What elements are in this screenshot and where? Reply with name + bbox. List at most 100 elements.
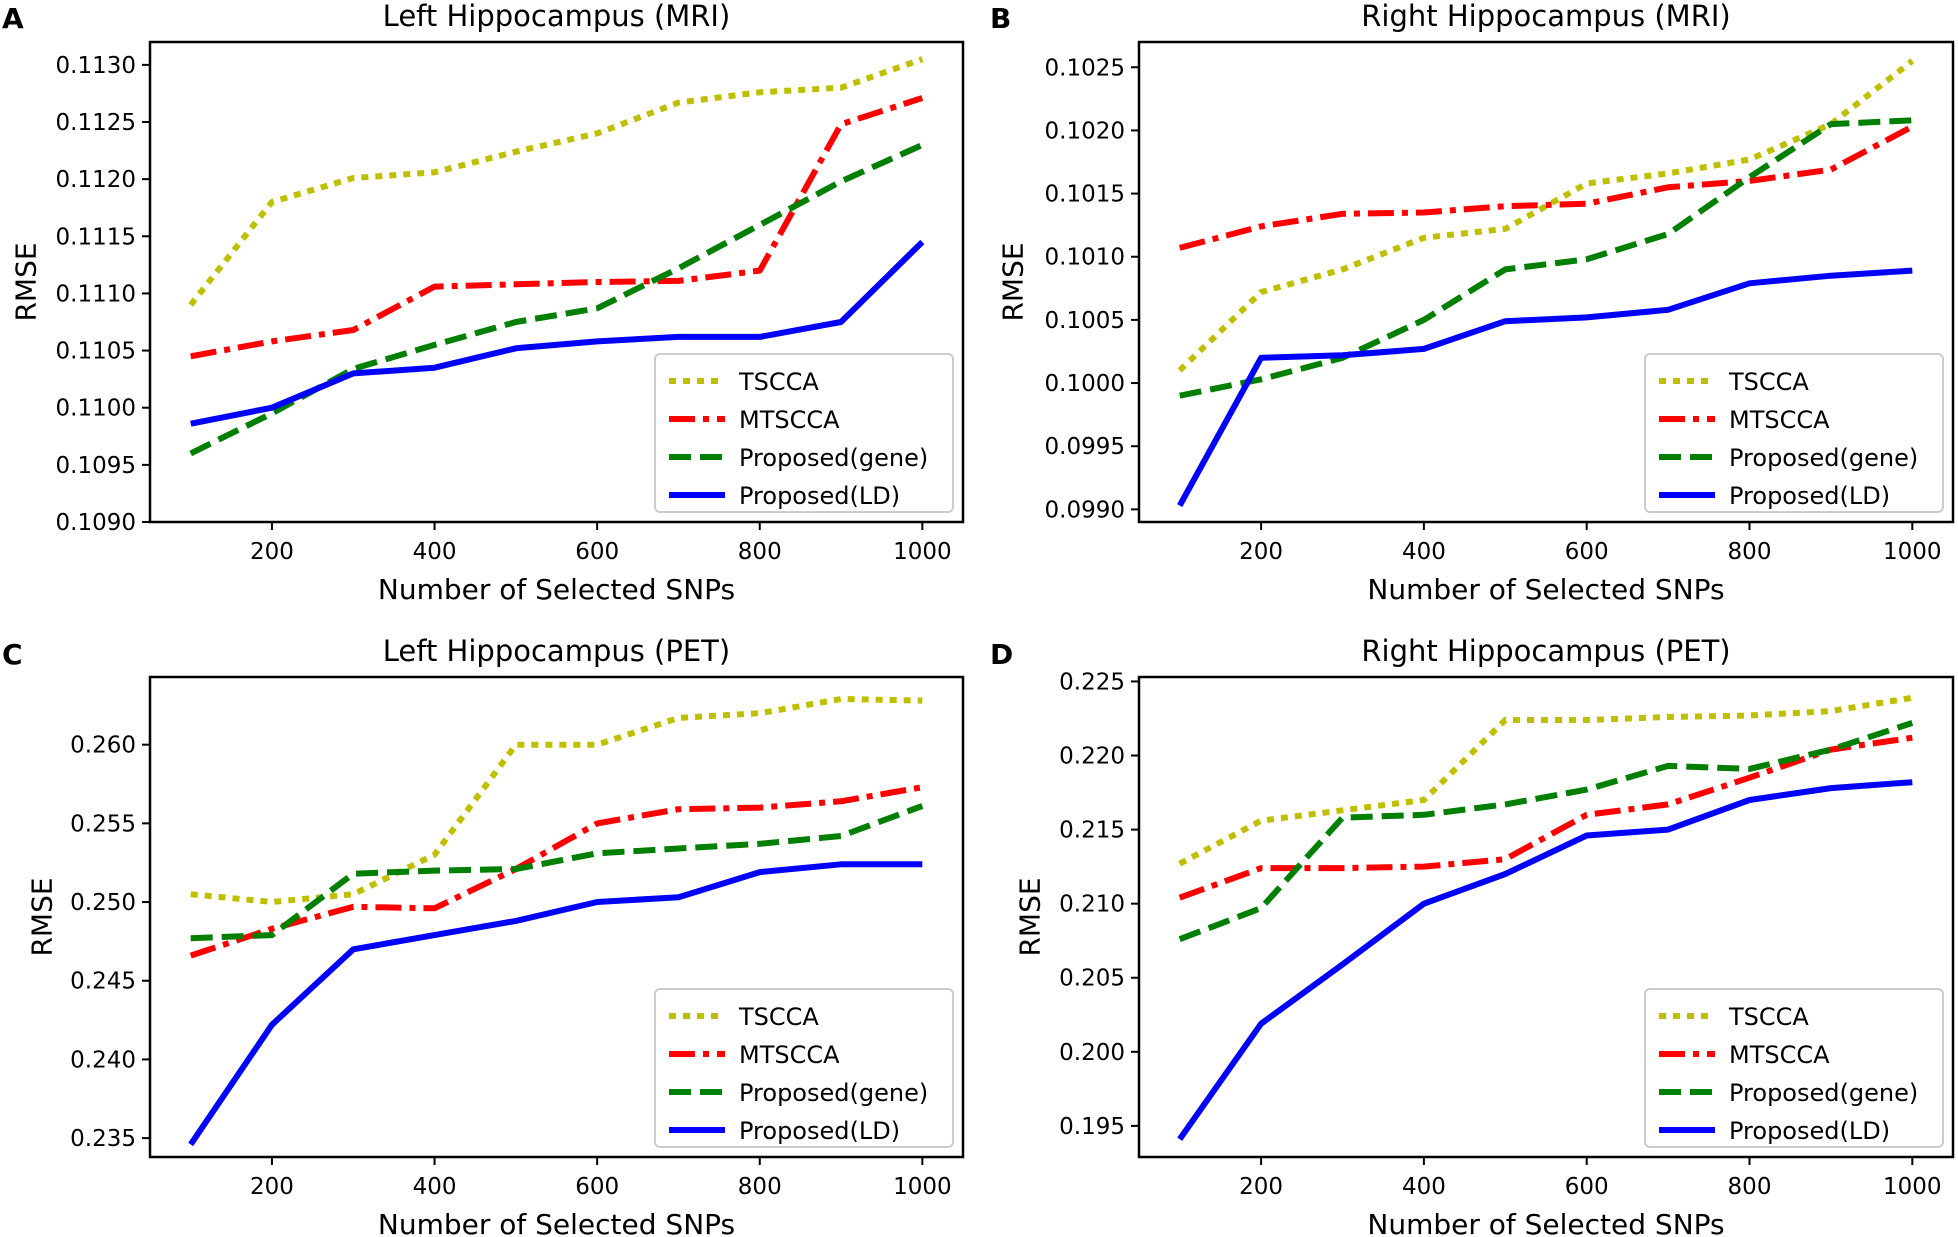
y-tick-label: 0.195 bbox=[1059, 1114, 1125, 1140]
plot-frame bbox=[148, 675, 965, 1159]
x-tick-label: 400 bbox=[1402, 539, 1446, 565]
panel-b: B Right Hippocampus (MRI) 200 400 600 800 1000… bbox=[990, 0, 1955, 606]
series-line-mtscca bbox=[1178, 123, 1914, 251]
series-line-tscca bbox=[188, 56, 924, 307]
x-tick-label: 200 bbox=[250, 1174, 294, 1200]
x-tick-label: 800 bbox=[1728, 539, 1772, 565]
x-tick-label: 1000 bbox=[893, 539, 952, 565]
legend-label: Proposed(LD) bbox=[1729, 482, 1890, 510]
x-tick-label: 600 bbox=[1565, 539, 1609, 565]
y-tick-label: 0.235 bbox=[70, 1126, 136, 1152]
y-tick-label: 0.245 bbox=[70, 969, 136, 995]
legend-box bbox=[1644, 353, 1944, 513]
series-line-proposed-gene- bbox=[1178, 720, 1914, 943]
legend-label: Proposed(gene) bbox=[739, 444, 928, 472]
series-line-proposed-ld- bbox=[190, 239, 925, 427]
legend: TSCCA MTSCCA Proposed(gene) Proposed(LD) bbox=[654, 988, 954, 1148]
y-tick-label: 0.1095 bbox=[56, 453, 136, 479]
y-tick-label: 0.1020 bbox=[1045, 118, 1125, 144]
y-tick-label: 0.1005 bbox=[1045, 308, 1125, 334]
series-line-tscca bbox=[190, 696, 923, 905]
series-line-tscca bbox=[1178, 694, 1913, 867]
plot-frame bbox=[148, 40, 965, 524]
x-tick-label: 200 bbox=[250, 539, 294, 565]
series-line-proposed-ld- bbox=[188, 861, 923, 1147]
x-axis-label: Number of Selected SNPs bbox=[378, 573, 735, 606]
y-axis-label: RMSE bbox=[10, 242, 43, 321]
x-tick-label: 600 bbox=[1565, 1174, 1609, 1200]
y-tick-label: 0.210 bbox=[1059, 892, 1125, 918]
series-group bbox=[1177, 58, 1915, 508]
legend-label: Proposed(gene) bbox=[1729, 1079, 1918, 1107]
x-axis-label: Number of Selected SNPs bbox=[1367, 573, 1724, 606]
y-tick-label: 0.1100 bbox=[56, 396, 136, 422]
series-group bbox=[1177, 694, 1914, 1141]
series-line-proposed-gene- bbox=[190, 803, 924, 942]
series-group bbox=[188, 696, 924, 1147]
series-line-proposed-ld- bbox=[1177, 779, 1913, 1141]
x-tick-label: 600 bbox=[575, 539, 619, 565]
y-tick-label: 0.225 bbox=[1059, 669, 1125, 695]
plot-frame bbox=[1137, 675, 1955, 1159]
x-tick-label: 1000 bbox=[1883, 539, 1942, 565]
legend-label: Proposed(LD) bbox=[1729, 1117, 1890, 1145]
legend-box bbox=[654, 353, 954, 513]
x-tick-label: 600 bbox=[575, 1174, 619, 1200]
series-line-mtscca bbox=[189, 784, 923, 959]
series-line-tscca bbox=[1177, 58, 1915, 373]
x-axis-label: Number of Selected SNPs bbox=[1367, 1208, 1724, 1237]
series-group bbox=[188, 56, 925, 457]
y-tick-label: 0.1125 bbox=[56, 110, 136, 136]
series-line-proposed-ld- bbox=[1177, 267, 1913, 508]
y-tick-label: 0.1105 bbox=[56, 339, 136, 365]
y-axis-label: RMSE bbox=[997, 242, 1030, 321]
y-tick-label: 0.1090 bbox=[56, 510, 136, 536]
panel-a: A Left Hippocampus (MRI) 200 400 600 800 1000 0… bbox=[2, 0, 965, 606]
x-tick-label: 400 bbox=[413, 539, 457, 565]
y-tick-label: 0.200 bbox=[1059, 1040, 1125, 1066]
y-tick-label: 0.1015 bbox=[1045, 182, 1125, 208]
chart-title: Right Hippocampus (MRI) bbox=[1361, 0, 1730, 33]
legend-label: MTSCCA bbox=[1729, 406, 1830, 434]
panel-letter: A bbox=[2, 2, 24, 35]
panel-letter: B bbox=[990, 2, 1011, 35]
y-tick-label: 0.205 bbox=[1059, 966, 1125, 992]
x-tick-label: 200 bbox=[1239, 539, 1283, 565]
y-tick-label: 0.1115 bbox=[56, 224, 136, 250]
x-tick-label: 800 bbox=[738, 1174, 782, 1200]
series-line-mtscca bbox=[1178, 734, 1913, 901]
legend-label: Proposed(gene) bbox=[739, 1079, 928, 1107]
chart-title: Left Hippocampus (MRI) bbox=[383, 0, 731, 33]
x-tick-label: 1000 bbox=[1883, 1174, 1942, 1200]
panel-letter: C bbox=[2, 638, 23, 671]
y-tick-label: 0.0990 bbox=[1045, 497, 1125, 523]
legend-label: MTSCCA bbox=[1729, 1041, 1830, 1069]
legend-label: MTSCCA bbox=[739, 1041, 840, 1069]
x-axis-label: Number of Selected SNPs bbox=[378, 1208, 735, 1237]
y-tick-label: 0.1110 bbox=[56, 281, 136, 307]
legend-box bbox=[654, 988, 954, 1148]
panel-d: D Right Hippocampus (PET) 200 400 600 800 1000… bbox=[990, 634, 1955, 1237]
y-tick-label: 0.255 bbox=[70, 811, 136, 837]
legend-label: TSCCA bbox=[738, 368, 819, 396]
y-tick-label: 0.250 bbox=[70, 890, 136, 916]
legend-label: Proposed(LD) bbox=[739, 1117, 900, 1145]
legend-label: Proposed(LD) bbox=[739, 482, 900, 510]
x-tick-label: 200 bbox=[1239, 1174, 1283, 1200]
chart-title: Right Hippocampus (PET) bbox=[1361, 634, 1730, 668]
panel-letter: D bbox=[990, 638, 1013, 671]
y-tick-label: 0.1130 bbox=[56, 53, 136, 79]
y-axis-label: RMSE bbox=[26, 877, 59, 956]
legend-label: Proposed(gene) bbox=[1729, 444, 1918, 472]
legend: TSCCA MTSCCA Proposed(gene) Proposed(LD) bbox=[1644, 988, 1944, 1148]
legend-label: TSCCA bbox=[1728, 1003, 1809, 1031]
plot-frame bbox=[1137, 40, 1955, 524]
y-tick-label: 0.220 bbox=[1059, 744, 1125, 770]
y-tick-label: 0.240 bbox=[70, 1047, 136, 1073]
legend-label: TSCCA bbox=[1728, 368, 1809, 396]
y-tick-label: 0.1010 bbox=[1045, 245, 1125, 271]
y-tick-label: 0.260 bbox=[70, 733, 136, 759]
x-tick-label: 400 bbox=[413, 1174, 457, 1200]
legend-label: TSCCA bbox=[738, 1003, 819, 1031]
